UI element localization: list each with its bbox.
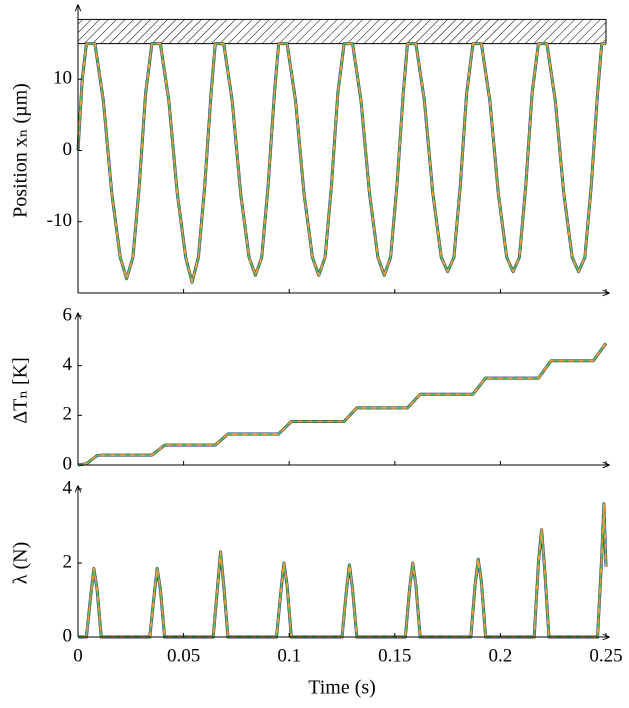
data-line <box>77 342 607 466</box>
y-tick-label: -10 <box>47 210 72 231</box>
data-line <box>78 502 607 638</box>
x-tick-label: 0.1 <box>277 645 301 666</box>
x-tick-label: 0.25 <box>589 645 622 666</box>
x-tick-label: 0.2 <box>489 645 513 666</box>
x-axis-label: Time (s) <box>308 677 376 699</box>
y-axis-label: Position xₙ (µm) <box>10 83 32 218</box>
obstacle <box>77 18 607 45</box>
y-axis-label: λ (N) <box>10 542 32 584</box>
x-tick-label: 0 <box>73 645 83 666</box>
y-tick-label: 10 <box>53 68 72 89</box>
y-tick-label: 4 <box>63 477 73 498</box>
y-tick-label: 2 <box>63 551 73 572</box>
data-line <box>77 342 607 466</box>
y-tick-label: 0 <box>63 453 73 474</box>
y-axis-label: ΔTₙ [K] <box>10 357 32 424</box>
y-tick-label: 0 <box>63 625 73 646</box>
data-line <box>78 502 607 638</box>
y-tick-label: 6 <box>63 304 73 325</box>
data-line <box>77 342 608 467</box>
y-tick-label: 2 <box>63 404 73 425</box>
x-tick-label: 0.15 <box>378 645 411 666</box>
data-line <box>77 42 606 284</box>
y-tick-label: 0 <box>63 139 73 160</box>
x-tick-label: 0.05 <box>167 645 200 666</box>
y-tick-label: 4 <box>63 354 73 375</box>
